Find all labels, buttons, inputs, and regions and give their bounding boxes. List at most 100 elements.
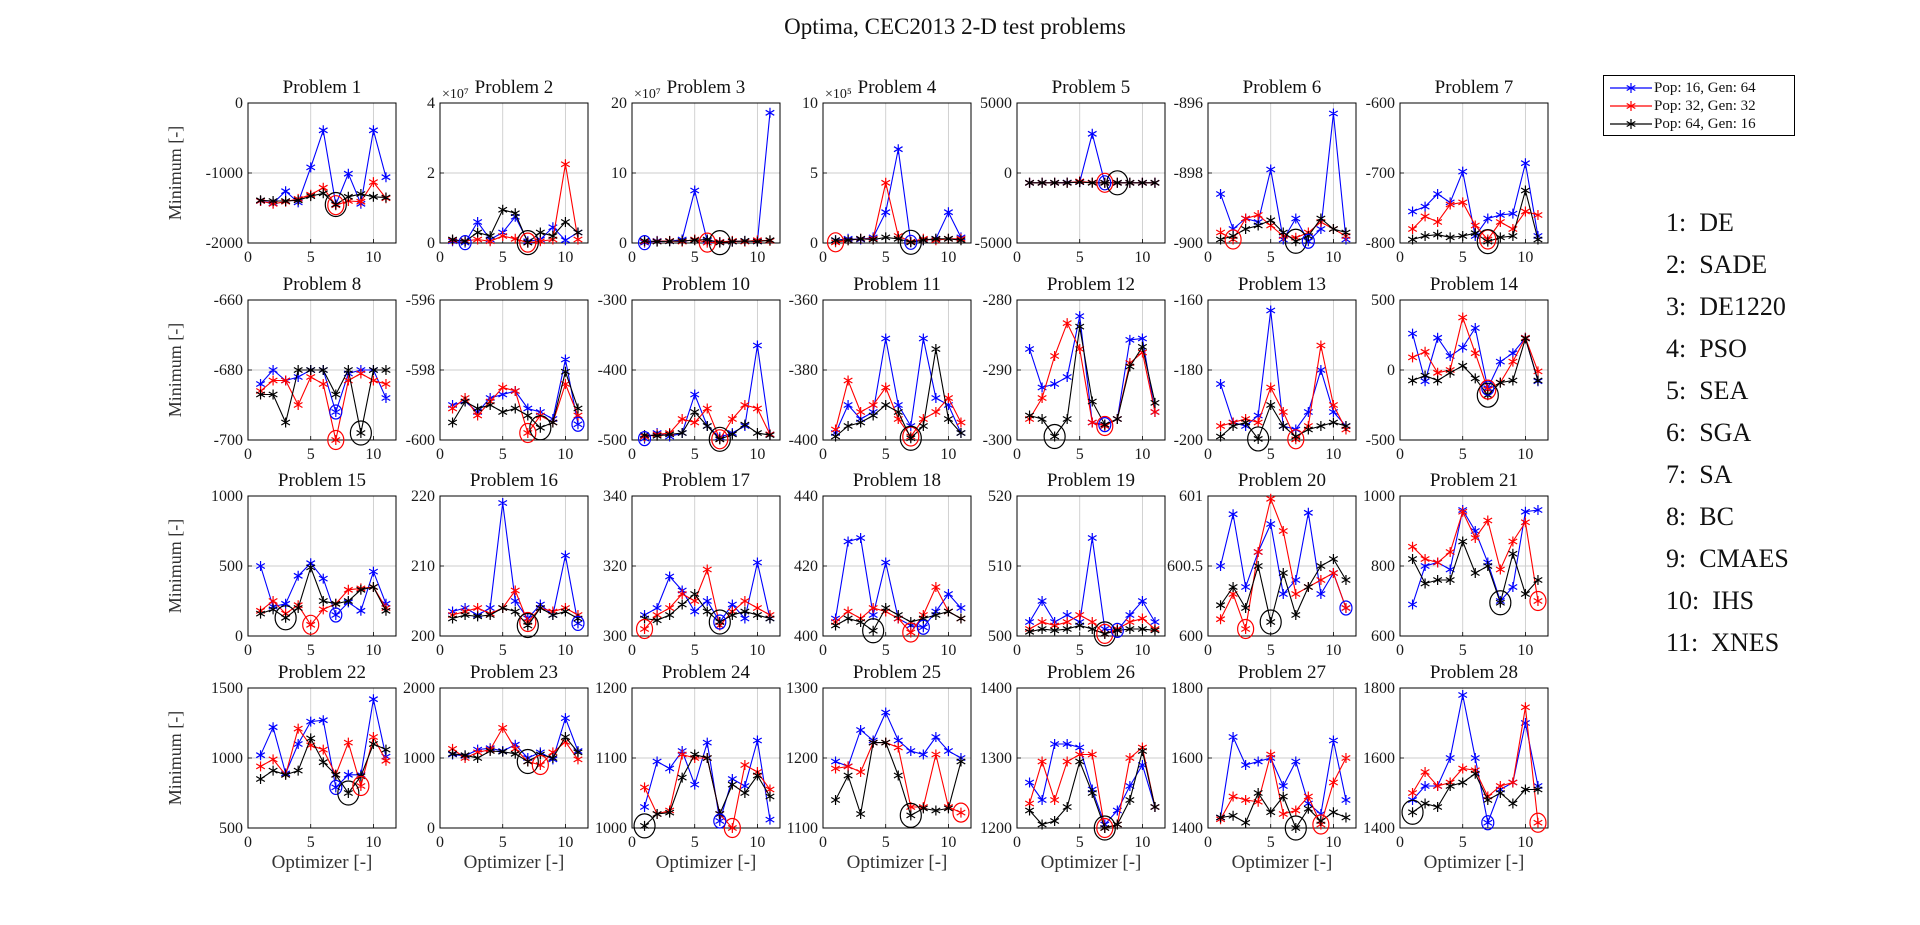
best-circle-red: [952, 802, 970, 823]
x-tick-label: 0: [436, 249, 444, 266]
subplot-problem-26: Problem 26 1400 1300 1200 0 5 10: [947, 654, 1187, 894]
best-circle-red: [1479, 379, 1497, 400]
best-circle-black: [1093, 815, 1116, 841]
y-tick-label: 1600: [1171, 750, 1203, 767]
series-markers-black: [1215, 213, 1351, 247]
optimizer-list-item: 7: SA: [1666, 460, 1733, 489]
x-tick-label: 5: [1459, 249, 1467, 266]
axis-scale-label: ×10⁷: [634, 87, 661, 102]
subplot-chart: Problem 3 ×10⁷ 20 10 00 5 10: [611, 77, 781, 266]
y-tick-label: -160: [1174, 292, 1203, 309]
best-circle-red: [1529, 590, 1547, 612]
y-tick-label: -180: [1174, 362, 1203, 379]
y-tick-label: -800: [1366, 235, 1395, 252]
best-circle-blue: [1110, 622, 1124, 638]
subplot-title: Problem 2: [475, 77, 554, 98]
subplot-title: Problem 17: [662, 470, 750, 491]
best-circle-blue: [904, 234, 918, 250]
series-line-blue: [1219, 735, 1347, 818]
subplot-problem-17: Problem 17 340 320 300 0 5 10: [562, 462, 802, 702]
x-tick-label: 5: [882, 249, 890, 266]
x-tick-label: 10: [1325, 249, 1341, 266]
best-circle-blue: [329, 404, 343, 420]
best-circle-red: [1312, 814, 1330, 835]
y-tick-label: 320: [603, 558, 627, 575]
series-markers-black: [1215, 400, 1351, 444]
x-axis-label: Optimizer [-]: [1040, 852, 1142, 873]
best-circle-black: [1247, 426, 1270, 452]
subplot-title: Problem 25: [853, 662, 941, 683]
legend-label: Pop: 32, Gen: 32: [1654, 97, 1756, 114]
subplot-title: Problem 10: [662, 274, 750, 295]
best-circle-black: [633, 813, 656, 839]
best-circle-blue: [571, 416, 585, 432]
y-tick-label: -290: [983, 362, 1012, 379]
y-tick-label: 1100: [787, 820, 818, 837]
series-markers-black: [1024, 746, 1160, 833]
y-tick-label: 10: [802, 95, 818, 112]
x-tick-label: 5: [307, 249, 315, 266]
x-tick-label: 0: [628, 446, 636, 463]
y-axis-label: Minimum [-]: [165, 710, 185, 806]
axis-scale-label: ×10⁷: [442, 87, 469, 102]
series-markers-black: [1407, 536, 1543, 608]
x-axis-label: Optimizer [-]: [463, 852, 565, 873]
x-tick-label: 10: [1134, 642, 1150, 659]
x-tick-label: 5: [1076, 834, 1084, 851]
y-tick-label: 4: [427, 95, 435, 112]
best-circle-blue: [916, 619, 930, 635]
series-line-red: [1220, 496, 1347, 632]
best-circle-red: [902, 426, 920, 447]
series-line-red: [452, 164, 579, 244]
x-axis-label: Optimizer [-]: [1423, 852, 1525, 873]
best-circle-black: [516, 230, 539, 256]
y-tick-label: 0: [810, 235, 818, 252]
y-tick-label: 0: [1387, 362, 1395, 379]
subplot-title: Problem 16: [470, 470, 558, 491]
best-circle-black: [1284, 815, 1307, 841]
y-tick-label: -896: [1174, 95, 1203, 112]
series-line-black: [452, 369, 579, 429]
subplot-title: Problem 12: [1047, 274, 1135, 295]
y-tick-label: -500: [598, 432, 627, 449]
y-tick-label: 1600: [1363, 750, 1395, 767]
y-tick-label: -360: [789, 292, 818, 309]
series-markers-black: [830, 344, 966, 444]
series-markers-blue: [830, 707, 966, 772]
x-tick-label: 5: [691, 446, 699, 463]
subplot-chart: Problem 2 ×10⁷ 4 2 00 5 10: [427, 77, 589, 266]
x-tick-label: 0: [1204, 249, 1212, 266]
subplot-title: Problem 20: [1238, 470, 1326, 491]
series-line-red: [1029, 321, 1156, 427]
x-tick-label: 10: [940, 249, 956, 266]
x-tick-label: 0: [628, 834, 636, 851]
x-tick-label: 10: [1134, 446, 1150, 463]
best-circle-blue: [458, 235, 472, 251]
x-tick-label: 0: [1013, 642, 1021, 659]
best-circle-red: [519, 232, 537, 253]
series-markers-red: [1407, 506, 1543, 606]
x-tick-label: 10: [749, 249, 765, 266]
x-tick-label: 0: [1204, 446, 1212, 463]
x-tick-label: 5: [1459, 446, 1467, 463]
y-tick-label: 600: [1179, 628, 1203, 645]
y-tick-label: 0: [619, 235, 627, 252]
best-circle-blue: [713, 614, 727, 630]
legend-line-asterisk-icon: [1610, 101, 1652, 111]
axis-scale-label: ×10⁵: [825, 87, 852, 102]
y-tick-label: -660: [214, 292, 243, 309]
best-circle-black: [708, 426, 731, 452]
subplot-problem-12: Problem 12 -280 -290 -300 0 5 10: [947, 266, 1187, 506]
series-markers-black: [639, 234, 775, 248]
y-tick-label: -200: [1174, 432, 1203, 449]
subplot-problem-21: Problem 21 1000 800 600 0 5 10: [1330, 462, 1570, 702]
